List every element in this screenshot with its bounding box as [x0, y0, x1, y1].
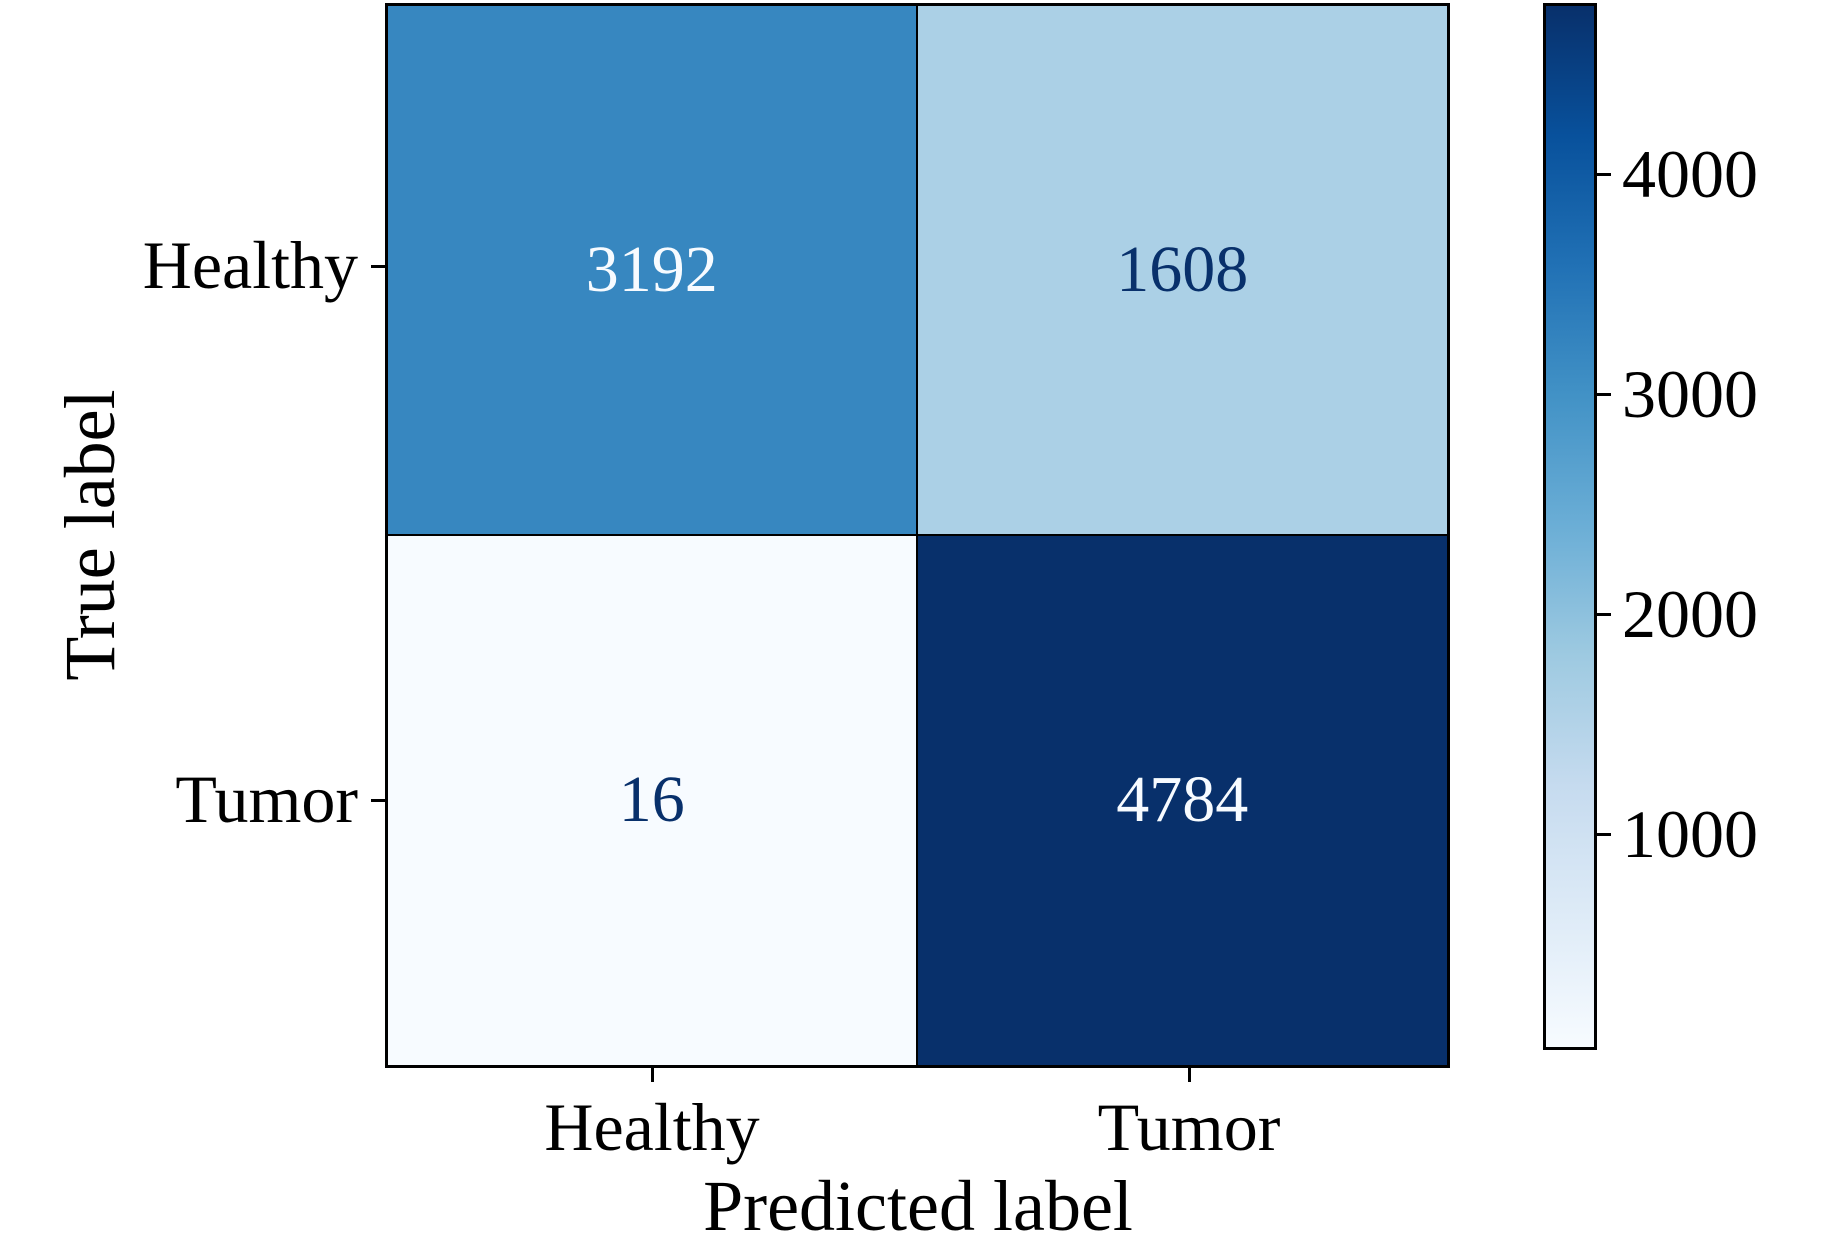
heatmap-plot-area: 3192 1608 16 4784 — [385, 3, 1450, 1068]
y-axis-title: True label — [50, 389, 130, 681]
colorbar-tick-2000 — [1597, 613, 1611, 616]
x-tick-label-healthy: Healthy — [544, 1089, 760, 1165]
y-tick-label-tumor: Tumor — [175, 761, 358, 837]
cell-value: 1608 — [1116, 232, 1249, 306]
colorbar-tick-4000 — [1597, 173, 1611, 176]
colorbar-tick-label-1000: 1000 — [1622, 796, 1758, 872]
y-axis-tick-healthy — [371, 265, 385, 268]
cell-value: 4784 — [1116, 763, 1249, 837]
cell-true-tumor-pred-tumor: 4784 — [917, 535, 1447, 1065]
cell-true-tumor-pred-healthy: 16 — [388, 535, 918, 1065]
x-axis-title: Predicted label — [703, 1166, 1133, 1246]
cell-value: 16 — [618, 763, 685, 837]
y-tick-label-healthy: Healthy — [142, 227, 358, 303]
colorbar-gradient — [1543, 3, 1597, 1050]
cell-value: 3192 — [585, 232, 718, 306]
x-axis-tick-tumor — [1188, 1068, 1191, 1082]
x-tick-label-tumor: Tumor — [1097, 1089, 1281, 1165]
colorbar-tick-label-4000: 4000 — [1622, 136, 1758, 212]
colorbar-tick-1000 — [1597, 833, 1611, 836]
y-axis-tick-tumor — [371, 799, 385, 802]
cell-true-healthy-pred-tumor: 1608 — [917, 6, 1447, 536]
cell-true-healthy-pred-healthy: 3192 — [388, 6, 918, 536]
colorbar-tick-label-2000: 2000 — [1622, 576, 1758, 652]
x-axis-tick-healthy — [651, 1068, 654, 1082]
colorbar-tick-label-3000: 3000 — [1622, 356, 1758, 432]
colorbar-tick-3000 — [1597, 393, 1611, 396]
